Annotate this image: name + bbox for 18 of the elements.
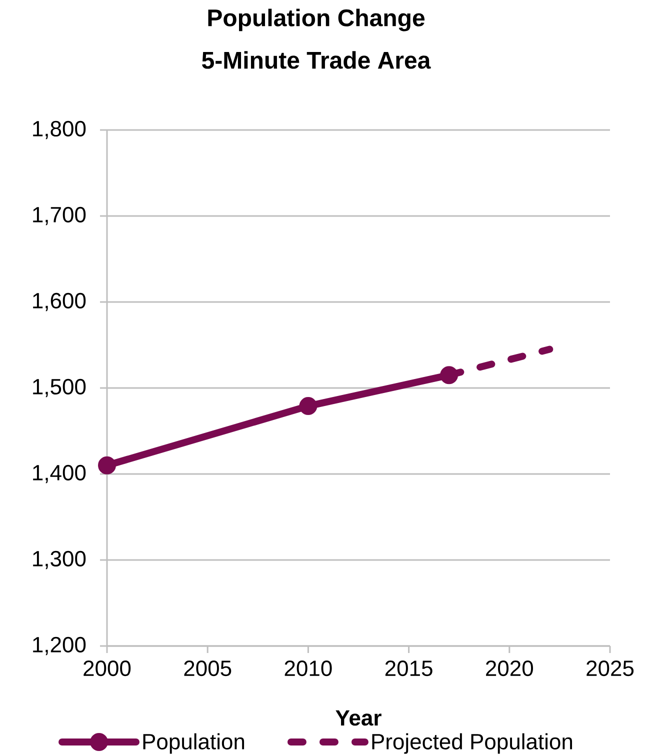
x-tick-label: 2025 bbox=[586, 660, 634, 676]
x-tick-label: 2015 bbox=[385, 660, 432, 676]
y-tick-label: 1,600 bbox=[33, 292, 86, 312]
y-tick-label: 1,200 bbox=[33, 636, 86, 656]
legend-label: Population bbox=[143, 733, 244, 754]
x-tick-label: 2000 bbox=[84, 660, 131, 676]
y-tick-label: 1,300 bbox=[33, 550, 86, 570]
chart-title: Population Change bbox=[208, 8, 425, 32]
x-tick-label: 2005 bbox=[184, 660, 232, 676]
y-tick-label: 1,800 bbox=[33, 120, 86, 140]
y-tick-label: 1,700 bbox=[33, 206, 86, 226]
y-tick-label: 1,500 bbox=[33, 378, 86, 398]
chart-subtitle: 5-Minute Trade Area bbox=[202, 51, 431, 69]
x-tick-label: 2010 bbox=[284, 660, 332, 676]
y-tick-label: 1,400 bbox=[33, 464, 86, 484]
x-tick-label: 2020 bbox=[486, 660, 534, 676]
legend-label: Projected Population bbox=[372, 733, 572, 754]
x-axis-title: Year bbox=[336, 710, 382, 726]
